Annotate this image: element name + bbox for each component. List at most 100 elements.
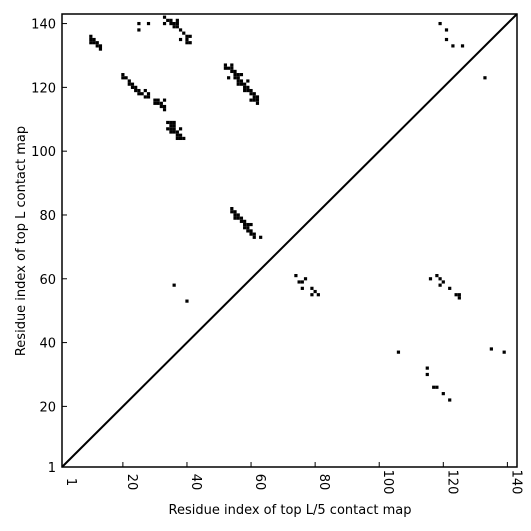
contact-point <box>233 210 237 214</box>
contact-point <box>246 222 250 227</box>
x-axis-label: Residue index of top L/5 contact map <box>169 503 412 518</box>
contact-point <box>166 120 170 125</box>
contact-point <box>233 73 237 77</box>
contact-point <box>249 88 253 93</box>
contact-point <box>175 18 179 22</box>
contact-point <box>188 41 192 45</box>
contact-point <box>249 232 253 236</box>
contact-point <box>166 127 170 131</box>
contact-point <box>223 63 228 67</box>
y-tick-label: 60 <box>39 273 56 288</box>
x-tick-label: 100 <box>380 470 395 495</box>
contact-point <box>172 120 176 125</box>
contact-point <box>182 31 186 35</box>
contact-point <box>169 124 173 128</box>
contact-point <box>438 283 442 287</box>
contact-point <box>255 95 260 99</box>
contact-point <box>127 79 131 83</box>
contact-point <box>428 277 433 281</box>
contact-point <box>236 73 240 77</box>
y-tick-label: 40 <box>39 337 56 352</box>
plot-frame <box>61 13 518 468</box>
contact-point <box>98 47 103 51</box>
contact-point <box>175 136 179 141</box>
contact-point <box>172 21 176 26</box>
contact-point <box>230 69 234 74</box>
contact-point <box>243 82 247 86</box>
contact-point <box>300 286 304 290</box>
contact-point <box>255 98 260 102</box>
contact-point <box>230 207 234 211</box>
contact-point <box>185 41 189 45</box>
contact-point <box>143 88 147 93</box>
contact-point <box>134 88 138 93</box>
contact-point <box>435 273 439 278</box>
contact-point <box>178 136 183 141</box>
contact-point <box>303 277 308 281</box>
contact-point <box>259 235 263 239</box>
contact-point <box>246 226 250 230</box>
contact-point <box>146 21 151 26</box>
contact-point <box>246 79 250 83</box>
contact-point <box>239 73 244 77</box>
contact-point <box>239 219 244 223</box>
x-tick-label: 60 <box>252 474 267 491</box>
contact-point <box>95 44 99 48</box>
contact-point <box>310 286 314 290</box>
contact-point <box>95 41 99 45</box>
contact-point <box>169 18 173 22</box>
contact-point <box>243 88 247 93</box>
contact-point <box>239 216 244 220</box>
contact-point <box>169 120 173 125</box>
contact-point <box>239 79 244 83</box>
contact-point <box>233 69 237 74</box>
contact-point <box>396 350 401 354</box>
contact-point <box>130 85 135 89</box>
contact-point <box>252 235 256 239</box>
contact-point <box>156 101 160 105</box>
contact-point <box>137 21 141 26</box>
contact-point <box>489 347 493 351</box>
contact-point <box>178 133 183 137</box>
contact-point <box>143 95 147 99</box>
contact-point <box>162 21 167 26</box>
y-axis-label: Residue index of top L contact map <box>14 126 29 356</box>
contact-point <box>243 226 247 230</box>
contact-point <box>172 283 176 287</box>
contact-point <box>230 63 234 67</box>
contact-point <box>98 44 103 48</box>
contact-point <box>169 21 173 26</box>
contact-point <box>444 37 449 42</box>
contact-point <box>246 85 250 89</box>
contact-point <box>156 98 160 102</box>
x-tick-label: 120 <box>444 470 459 495</box>
contact-point <box>182 136 186 141</box>
contact-point <box>502 350 506 354</box>
contact-point <box>425 372 429 377</box>
contact-point <box>425 366 429 370</box>
contact-point <box>239 82 244 86</box>
contact-point <box>227 66 231 70</box>
contact-point <box>483 76 487 80</box>
contact-point <box>441 392 445 396</box>
contact-point <box>92 37 96 42</box>
contact-point <box>438 21 442 26</box>
contact-point <box>252 98 256 102</box>
contact-point <box>185 34 189 38</box>
contact-point <box>172 124 176 128</box>
contact-point <box>159 104 163 109</box>
contact-point <box>441 280 445 284</box>
contact-point <box>227 76 231 80</box>
contact-point <box>249 222 253 227</box>
contact-points <box>89 15 506 402</box>
x-tick-label: 140 <box>508 470 523 495</box>
contact-point <box>172 130 176 134</box>
contact-point <box>137 88 141 93</box>
contact-point <box>172 127 176 131</box>
contact-point <box>162 98 167 102</box>
contact-point <box>137 28 141 32</box>
y-tick-label: 20 <box>39 400 56 415</box>
contact-point <box>124 76 128 80</box>
